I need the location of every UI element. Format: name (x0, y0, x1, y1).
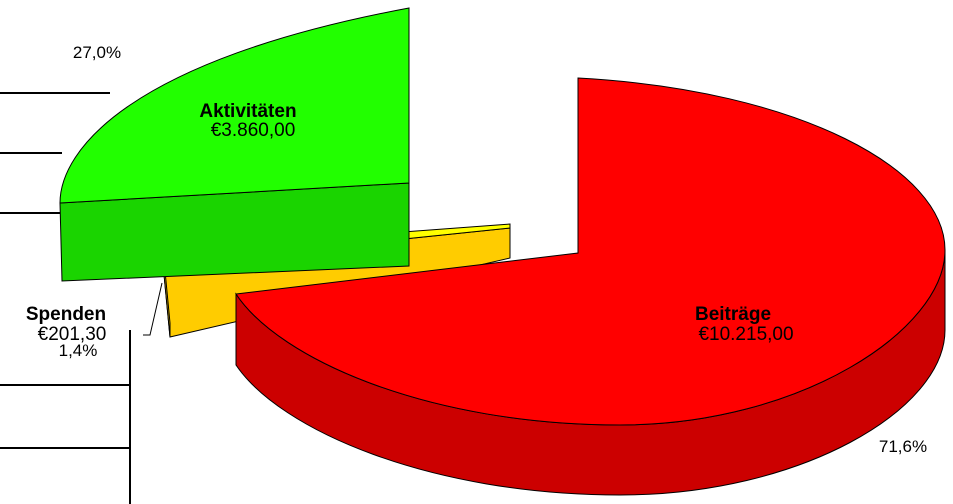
slice-beitraege-top (235, 77, 946, 426)
label-beitraege-percent: 71,6% (879, 437, 927, 456)
slice-aktivitaeten (59, 7, 410, 282)
label-beitraege-name: Beiträge (695, 304, 771, 325)
label-aktivitaeten-value: €3.860,00 (211, 120, 296, 141)
background-table-lines (0, 92, 131, 504)
slice-aktivitaeten-top (59, 7, 410, 204)
slice-beitraege (235, 77, 946, 496)
label-spenden-value: €201,30 (38, 324, 107, 345)
label-spenden-percent: 1,4% (59, 341, 98, 360)
label-aktivitaeten-percent: 27,0% (73, 43, 121, 62)
label-spenden-name: Spenden (26, 304, 106, 325)
label-aktivitaeten-name: Aktivitäten (199, 101, 296, 122)
label-beitraege-value: €10.215,00 (698, 324, 793, 345)
spenden-leader-line (143, 282, 163, 336)
